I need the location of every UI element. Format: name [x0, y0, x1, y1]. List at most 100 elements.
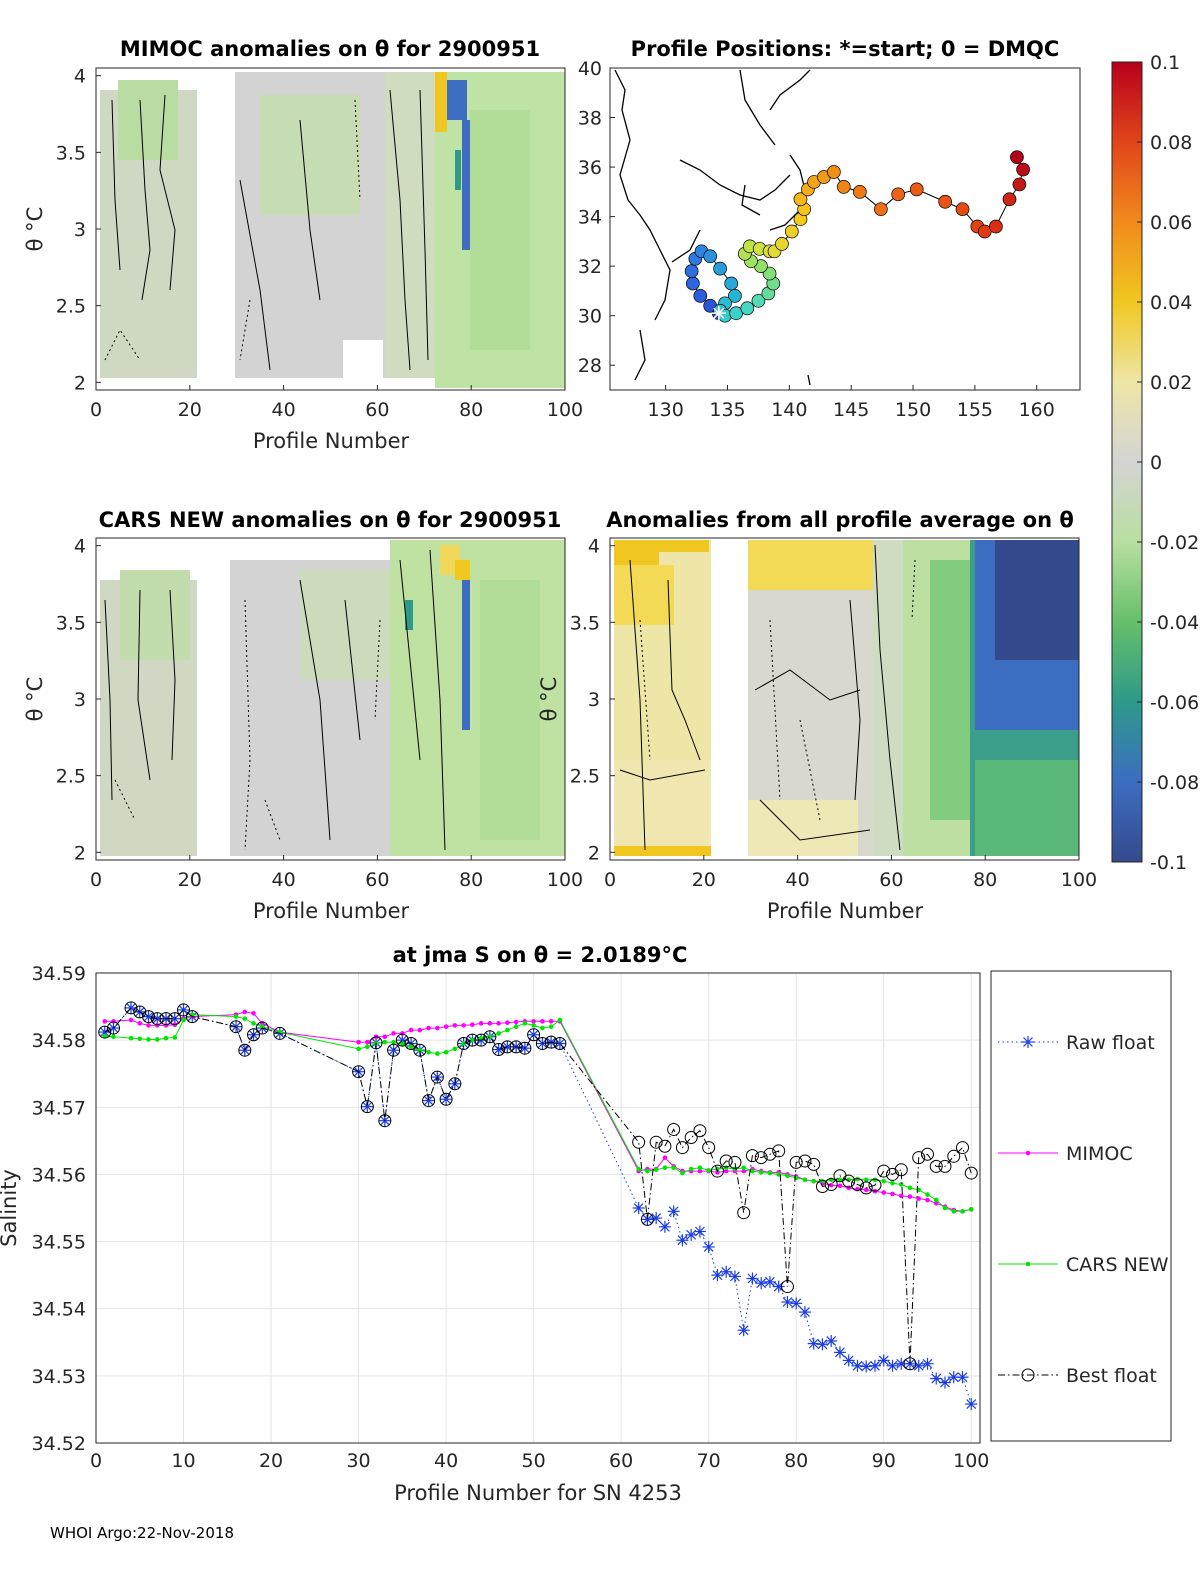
data-point [894, 1163, 908, 1177]
data-point [413, 1043, 427, 1057]
data-point [723, 1165, 729, 1171]
y-tick-label: 34.59 [32, 963, 86, 985]
data-point [435, 1051, 440, 1056]
x-tick-label: 100 [547, 399, 583, 421]
data-point [728, 1155, 742, 1169]
profile-position [938, 194, 953, 209]
data-point [251, 1010, 256, 1016]
data-point [881, 1178, 887, 1184]
data-point [426, 1049, 431, 1055]
legend-label: Best float [1066, 1365, 1157, 1387]
data-point [933, 1201, 939, 1206]
data-point [378, 1114, 392, 1128]
data-point [470, 1037, 475, 1043]
profile-position [909, 182, 924, 197]
data-point [658, 1220, 671, 1233]
data-point [719, 1154, 733, 1168]
cars-axis-ticks: 0 20 40 60 80 100 2 2.5 3 3.5 4 [56, 536, 583, 891]
profile-position [684, 264, 699, 278]
mimoc-ylabel: θ °C [23, 207, 47, 252]
data-point [505, 1020, 510, 1025]
profile-position [891, 187, 906, 202]
y-tick-label: 3.5 [56, 142, 86, 164]
profile-position [713, 261, 727, 276]
data-point [478, 1021, 484, 1026]
data-point [837, 1177, 843, 1183]
cars-heatmap [100, 540, 565, 856]
data-point [146, 1023, 151, 1028]
data-point [352, 1065, 366, 1079]
data-point [124, 1001, 138, 1015]
x-tick-label: 40 [786, 869, 810, 891]
cars-ylabel: θ °C [23, 677, 47, 722]
x-tick-label: 20 [259, 1450, 283, 1472]
colorbar-tick-label: -0.02 [1150, 532, 1199, 554]
data-point [172, 1035, 178, 1040]
profile-position [1010, 150, 1024, 165]
y-tick-label: 2 [74, 842, 86, 864]
data-point [671, 1165, 676, 1171]
data-point [461, 1041, 466, 1046]
x-tick-label: 60 [365, 399, 389, 421]
data-point [435, 1025, 440, 1031]
data-point [763, 1275, 776, 1288]
data-point [238, 1043, 252, 1057]
data-point [154, 1023, 160, 1028]
data-point [500, 1040, 514, 1054]
x-tick-label: 30 [346, 1450, 370, 1472]
data-point [649, 1135, 663, 1149]
data-point [548, 1024, 554, 1030]
cars-xlabel: Profile Number [253, 899, 410, 923]
profile-position [874, 202, 888, 217]
salinity-title: at jma S on θ = 2.0189°C [393, 943, 688, 967]
profile-position [751, 293, 766, 308]
data-point [540, 1025, 545, 1031]
series-line [104, 1007, 972, 1405]
data-point [802, 1177, 808, 1183]
y-tick-label: 3 [74, 219, 86, 241]
profile-position [784, 224, 799, 239]
y-tick-label: 30 [578, 306, 602, 328]
legend-label: MIMOC [1066, 1143, 1133, 1165]
legend-label: CARS NEW [1066, 1254, 1169, 1276]
data-point [107, 1022, 120, 1035]
data-point [711, 1269, 724, 1282]
data-point [933, 1197, 939, 1203]
data-point [886, 1359, 899, 1372]
data-point [518, 1041, 532, 1055]
y-tick-label: 34.57 [32, 1097, 86, 1119]
legend-item: MIMOC [998, 1143, 1133, 1165]
data-point [955, 1141, 969, 1155]
data-point [641, 1213, 654, 1226]
colorbar-tick-label: 0.04 [1150, 292, 1192, 314]
data-point [365, 1039, 370, 1045]
legend-item: CARS NEW [998, 1254, 1169, 1276]
data-point [111, 1034, 116, 1040]
data-point [697, 1165, 703, 1171]
x-tick-label: 10 [171, 1450, 195, 1472]
allavg-ylabel: θ °C [537, 677, 561, 722]
data-point [798, 1154, 812, 1168]
data-point [684, 1131, 698, 1144]
data-point [860, 1360, 873, 1373]
data-point [965, 1398, 978, 1411]
data-point [930, 1372, 943, 1385]
profile-position [1016, 162, 1030, 177]
data-point [715, 1170, 720, 1175]
colorbar-tick-label: 0 [1150, 452, 1162, 474]
data-point [535, 1037, 549, 1050]
data-point [754, 1151, 768, 1165]
data-point [273, 1026, 287, 1040]
data-point [107, 1021, 121, 1035]
data-point [903, 1357, 917, 1371]
data-point [811, 1178, 817, 1184]
x-tick-label: 145 [833, 399, 869, 421]
data-point [527, 1028, 541, 1042]
data-point [128, 1035, 134, 1041]
x-tick-label: 135 [709, 399, 745, 421]
data-point [557, 1017, 563, 1023]
data-point [815, 1180, 829, 1194]
float-track [691, 156, 1024, 317]
mimoc-xlabel: Profile Number [253, 429, 410, 453]
data-point [452, 1046, 458, 1052]
